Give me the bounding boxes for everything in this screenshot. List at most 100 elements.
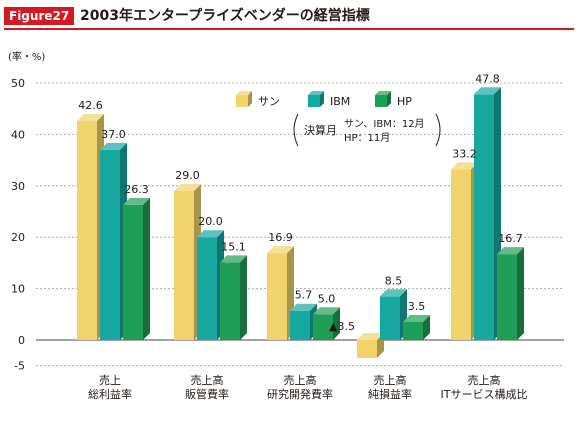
bar-front: [290, 310, 310, 340]
legend-swatch: [236, 95, 248, 107]
data-label: 37.0: [101, 128, 126, 141]
legend-swatch-top: [236, 91, 252, 95]
note-right-paren: [435, 113, 441, 147]
note-line: サン、IBM：12月: [344, 118, 425, 130]
y-tick-label: 40: [11, 128, 25, 141]
y-tick-label: -5: [14, 360, 25, 373]
bar-top: [174, 183, 201, 191]
x-category-label: 売上高: [374, 373, 407, 387]
x-category-label: ITサービス構成比: [441, 388, 528, 401]
bar: [220, 255, 247, 340]
bar-top: [497, 247, 524, 255]
y-tick-label: 20: [11, 231, 25, 244]
bar: [403, 315, 430, 340]
note-label: 決算月: [304, 123, 337, 137]
bar-front: [313, 314, 333, 340]
legend-swatch: [375, 95, 387, 107]
x-category-label: 販管費率: [185, 387, 229, 401]
bar: [100, 142, 127, 340]
bar-front: [100, 149, 120, 340]
x-category-label: 売上高: [468, 373, 501, 387]
bar: [197, 230, 224, 340]
data-label: 47.8: [475, 72, 500, 85]
x-category-label: 売上: [99, 374, 121, 387]
bar-layer: [77, 87, 524, 358]
bar-top: [474, 87, 501, 95]
legend-swatch-side: [387, 91, 391, 107]
data-label: 3.5: [408, 300, 426, 313]
data-label: 16.9: [268, 231, 293, 244]
bar-top: [403, 315, 430, 323]
bar: [451, 162, 478, 340]
bar-top: [220, 255, 247, 263]
data-label: 42.6: [78, 99, 103, 112]
bar-front: [403, 322, 423, 340]
bar-side: [517, 247, 524, 340]
x-category-label: 研究開発費率: [267, 387, 333, 401]
data-label: 5.7: [295, 289, 313, 302]
data-label: 8.5: [385, 274, 403, 287]
y-axis-title: (率・%): [8, 50, 45, 63]
bar-top: [100, 142, 127, 150]
figure-header: Figure27 2003年エンタープライズベンダーの経営指標: [0, 0, 578, 30]
legend-label: サン: [258, 95, 280, 108]
bar-top: [451, 162, 478, 170]
legend-swatch-side: [248, 91, 252, 107]
bar-top: [77, 114, 104, 122]
bar-side: [423, 315, 430, 340]
bar-front: [474, 94, 494, 340]
figure-title: 2003年エンタープライズベンダーの経営指標: [80, 8, 370, 24]
bar-front: [220, 262, 240, 340]
y-tick-label: 50: [11, 77, 25, 90]
bar-front: [77, 121, 97, 340]
legend-item: HP: [375, 91, 412, 108]
bar-side: [240, 255, 247, 340]
legend: サン IBM HP: [236, 91, 412, 108]
legend-swatch-side: [320, 91, 324, 107]
y-tick-label: 10: [11, 283, 25, 296]
data-label: 29.0: [175, 169, 200, 182]
y-tick-label: 0: [18, 334, 25, 347]
legend-label: HP: [397, 95, 412, 108]
bar-front: [380, 296, 400, 340]
y-tick-label: 30: [11, 180, 25, 193]
legend-label: IBM: [330, 95, 350, 108]
data-label: 15.1: [221, 240, 246, 253]
note-left-paren: [293, 113, 299, 147]
bar-front: [451, 169, 471, 340]
note-line: HP：11月: [344, 132, 390, 144]
x-category-label: 売上高: [191, 373, 224, 387]
bar-top: [357, 333, 384, 340]
bar: [474, 87, 501, 340]
figure-badge: Figure27: [4, 7, 75, 25]
data-label: ▲3.5: [329, 320, 355, 333]
x-category-label: 純損益率: [368, 387, 412, 401]
legend-swatch-top: [375, 91, 391, 95]
bar-top: [380, 289, 407, 297]
bar: [123, 197, 150, 340]
data-label: 20.0: [198, 215, 223, 228]
bar-front: [267, 253, 287, 340]
x-category-label: 総利益率: [88, 387, 132, 401]
bar-side: [333, 307, 340, 340]
legend-item: IBM: [308, 91, 350, 108]
bar-top: [197, 230, 224, 238]
data-label: 16.7: [498, 232, 523, 245]
bar: [290, 303, 317, 340]
x-category-label: 売上高: [284, 373, 317, 387]
bar-front: [174, 190, 194, 340]
bar-front: [197, 237, 217, 340]
bar-front: [357, 340, 377, 358]
bar-front: [497, 254, 517, 340]
bar-top: [290, 303, 317, 311]
data-label: 5.0: [318, 292, 336, 305]
data-label: 33.2: [452, 147, 477, 160]
legend-swatch: [308, 95, 320, 107]
bar: [267, 246, 294, 340]
data-label: 26.3: [124, 183, 149, 196]
legend-swatch-top: [308, 91, 324, 95]
bar: [357, 333, 384, 358]
legend-item: サン: [236, 91, 280, 108]
